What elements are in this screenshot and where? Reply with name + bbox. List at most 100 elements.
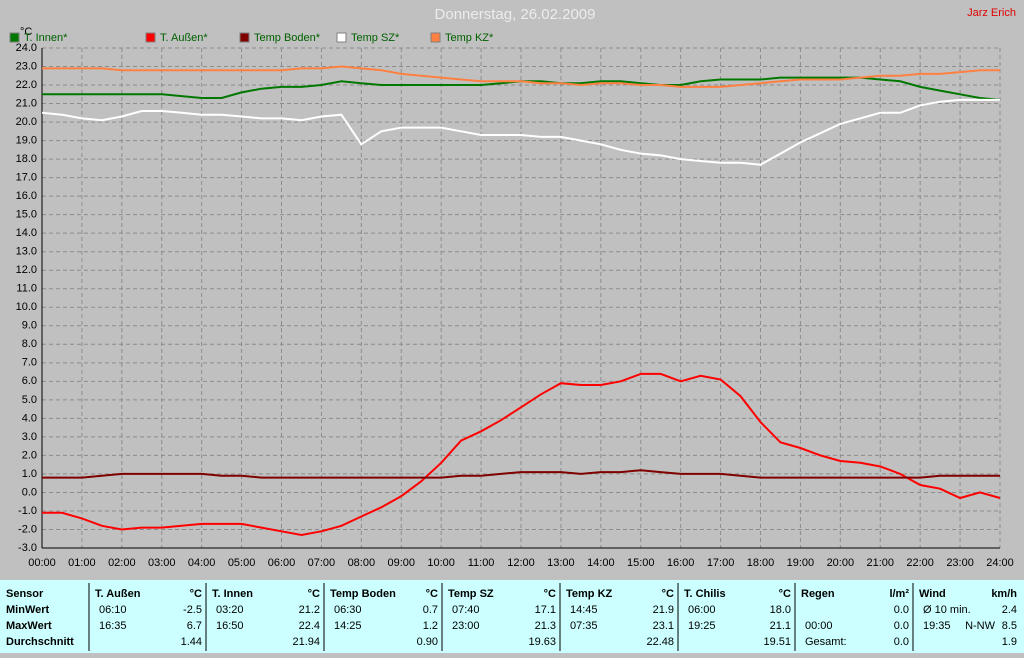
x-tick-label: 14:00 <box>587 557 615 569</box>
cell-value: 0.0 <box>894 636 909 648</box>
cell-value: 0.90 <box>417 636 438 648</box>
x-tick-label: 02:00 <box>108 557 136 569</box>
y-tick-label: 22.0 <box>16 79 37 91</box>
y-tick-label: 18.0 <box>16 153 37 165</box>
series-line <box>41 98 1000 166</box>
x-tick-label: 16:00 <box>667 557 695 569</box>
cell-value: -2.5 <box>183 604 202 616</box>
column-unit: km/h <box>991 588 1017 600</box>
column-unit: °C <box>544 588 556 600</box>
cell-value: 2.4 <box>1002 604 1017 616</box>
y-tick-label: 1.0 <box>22 468 37 480</box>
x-tick-label: 20:00 <box>827 557 855 569</box>
x-tick-label: 10:00 <box>427 557 455 569</box>
x-tick-label: 12:00 <box>507 557 535 569</box>
cell-value: 22.4 <box>299 620 320 632</box>
cell-value: 21.3 <box>535 620 556 632</box>
cell-value: 0.0 <box>894 604 909 616</box>
cell-value: 19.51 <box>763 636 791 648</box>
cell-value: 21.1 <box>770 620 791 632</box>
y-tick-label: 2.0 <box>22 449 37 461</box>
y-tick-label: 16.0 <box>16 190 37 202</box>
x-tick-label: 03:00 <box>148 557 176 569</box>
x-tick-label: 01:00 <box>68 557 96 569</box>
cell-value: 21.94 <box>292 636 320 648</box>
y-tick-label: 12.0 <box>16 264 37 276</box>
y-tick-label: 10.0 <box>16 301 37 313</box>
cell-time: 06:30 <box>334 604 362 616</box>
legend-swatch <box>336 32 347 43</box>
legend-label: T. Außen* <box>160 32 208 44</box>
y-tick-label: -3.0 <box>18 542 37 554</box>
cell-value: 17.1 <box>535 604 556 616</box>
cell-time: 14:45 <box>570 604 598 616</box>
column-header: T. Innen <box>212 588 253 600</box>
y-tick-label: 14.0 <box>16 227 37 239</box>
y-tick-label: 11.0 <box>16 283 37 295</box>
cell-value: 19.63 <box>528 636 556 648</box>
legend-swatch <box>430 32 441 43</box>
cell-time: 06:00 <box>688 604 716 616</box>
cell-time: 16:35 <box>99 620 127 632</box>
column-unit: °C <box>190 588 202 600</box>
cell-time: 23:00 <box>452 620 480 632</box>
cell-time: 14:25 <box>334 620 362 632</box>
y-tick-label: 19.0 <box>16 134 37 146</box>
column-header: T. Chilis <box>684 588 726 600</box>
legend-swatch <box>145 32 156 43</box>
y-tick-label: 13.0 <box>16 246 37 258</box>
column-unit: °C <box>779 588 791 600</box>
column-header: Temp Boden <box>330 588 396 600</box>
y-tick-label: 3.0 <box>22 431 37 443</box>
cell-time: 07:35 <box>570 620 598 632</box>
cell-value: 22.48 <box>646 636 674 648</box>
stats-table <box>0 580 1024 653</box>
y-tick-label: 8.0 <box>22 338 37 350</box>
y-tick-label: 15.0 <box>16 209 37 221</box>
cell-value: 0.7 <box>423 604 438 616</box>
y-tick-label: 24.0 <box>16 42 37 54</box>
x-tick-label: 17:00 <box>707 557 735 569</box>
cell-time: 06:10 <box>99 604 127 616</box>
x-tick-label: 24:00 <box>986 557 1014 569</box>
x-tick-label: 11:00 <box>468 557 495 569</box>
chart-title: Donnerstag, 26.02.2009 <box>435 6 596 23</box>
legend-label: Temp Boden* <box>254 32 321 44</box>
column-unit: °C <box>662 588 674 600</box>
row-label: MinWert <box>6 604 50 616</box>
x-tick-label: 21:00 <box>866 557 894 569</box>
cell-value: 1.44 <box>181 636 202 648</box>
y-tick-label: 17.0 <box>16 172 37 184</box>
y-tick-label: 6.0 <box>22 375 37 387</box>
cell-time: Ø 10 min. <box>923 604 971 616</box>
x-tick-label: 22:00 <box>906 557 934 569</box>
legend-swatch <box>9 32 20 43</box>
author: Jarz Erich <box>967 7 1016 19</box>
x-tick-label: 05:00 <box>228 557 256 569</box>
column-header: Temp KZ <box>566 588 613 600</box>
table-header: Sensor <box>6 588 44 600</box>
y-tick-label: 20.0 <box>16 116 37 128</box>
series-line <box>42 372 1001 537</box>
cell-time: 07:40 <box>452 604 480 616</box>
cell-value: 1.9 <box>1002 636 1017 648</box>
y-tick-label: 7.0 <box>22 357 37 369</box>
legend-label: Temp SZ* <box>351 32 400 44</box>
cell-direction: N-NW <box>965 620 996 632</box>
y-tick-label: 5.0 <box>22 394 37 406</box>
x-tick-label: 13:00 <box>547 557 575 569</box>
cell-value: 21.9 <box>653 604 674 616</box>
column-unit: l/m² <box>889 588 909 600</box>
x-tick-label: 04:00 <box>188 557 216 569</box>
cell-time: 00:00 <box>805 620 833 632</box>
column-unit: °C <box>308 588 320 600</box>
cell-value: 18.0 <box>770 604 791 616</box>
x-tick-label: 06:00 <box>268 557 296 569</box>
x-tick-label: 09:00 <box>387 557 415 569</box>
cell-value: 8.5 <box>1002 620 1017 632</box>
series-line <box>42 65 1000 88</box>
column-header: Wind <box>919 588 946 600</box>
column-header: Temp SZ <box>448 588 494 600</box>
